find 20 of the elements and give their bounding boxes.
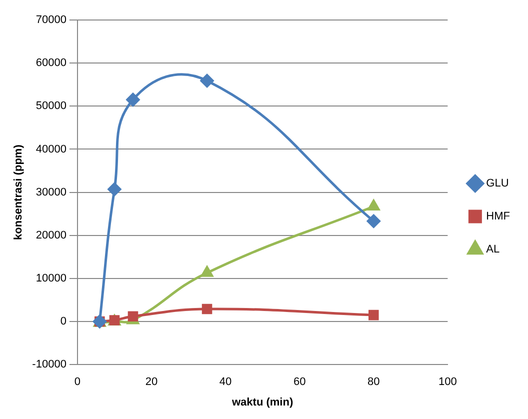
legend-label: HMF (486, 210, 510, 223)
y-tick-label: -10000 (32, 358, 66, 371)
y-tick-label: 50000 (36, 100, 66, 112)
y-tick-label: 70000 (36, 14, 66, 26)
x-tick-label: 80 (368, 376, 380, 388)
legend-label: AL (486, 244, 500, 256)
y-tick-label: 20000 (36, 229, 66, 242)
y-tick-label: 40000 (36, 143, 66, 156)
y-tick-label: 30000 (36, 186, 66, 198)
x-tick-label: 100 (438, 376, 457, 388)
y-tick-label: 10000 (36, 272, 66, 284)
y-tick-label: 60000 (36, 57, 66, 70)
x-axis-title: waktu (min) (231, 396, 294, 408)
x-tick-label: 40 (219, 376, 232, 388)
x-tick-label: 60 (293, 376, 306, 388)
y-tick-label: 0 (60, 316, 66, 328)
x-tick-label: 0 (74, 376, 81, 388)
y-axis-title: konsentrasi (ppm) (12, 144, 25, 240)
x-tick-label: 20 (145, 376, 158, 388)
legend-label: GLU (486, 178, 509, 190)
